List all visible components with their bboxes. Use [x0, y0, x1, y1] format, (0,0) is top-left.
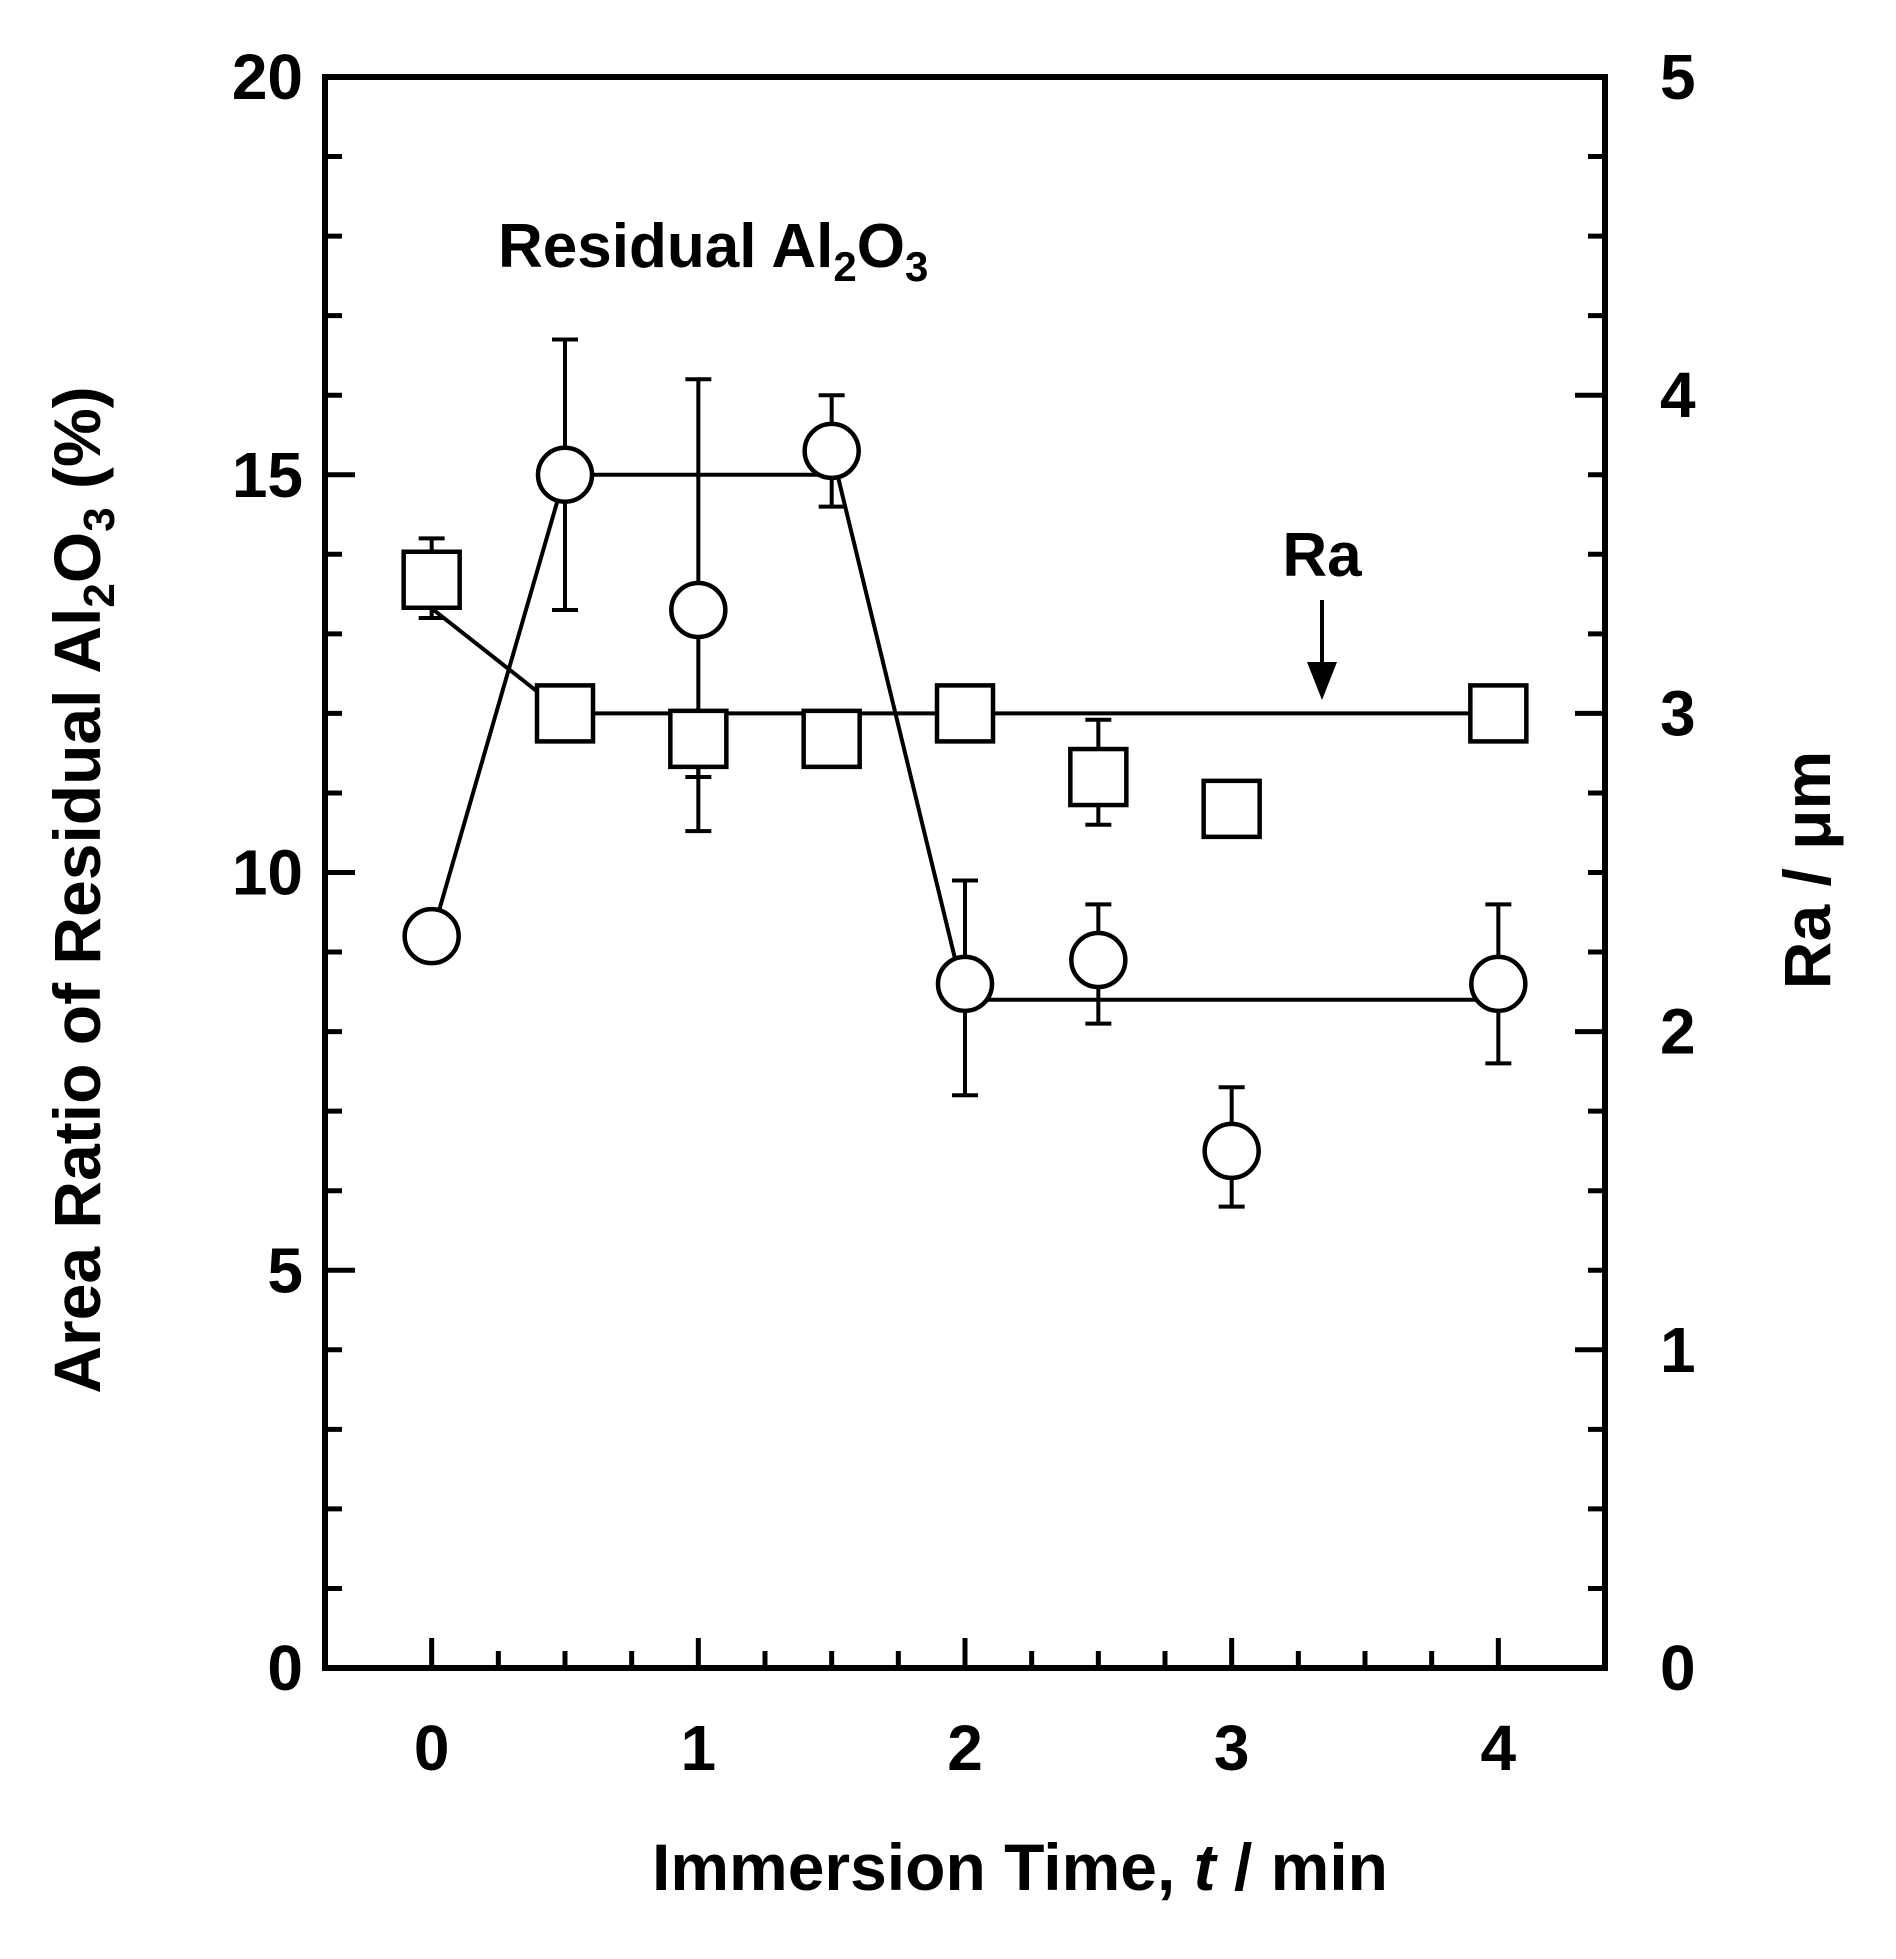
residual-al2o3-point	[1469, 954, 1528, 1014]
y-right-tick-label: 5	[1660, 41, 1696, 113]
residual-al2o3-point	[1202, 1121, 1261, 1181]
y-left-tick-label: 0	[267, 1632, 303, 1704]
ra-point	[1201, 778, 1262, 840]
residual-al2o3-point	[802, 421, 861, 481]
ra-point	[1068, 746, 1129, 808]
residual-al2o3-point	[935, 954, 995, 1014]
markers	[401, 421, 1529, 1181]
annotation-ra-arrow	[1307, 600, 1337, 700]
y-axis-left-title: Area Ratio of Residual Al2O3 (%)	[40, 386, 124, 1393]
y-axis-right-title: Ra / μm	[1770, 751, 1844, 989]
y-left-tick-label: 15	[232, 439, 303, 511]
annotation-ra: Ra	[1282, 521, 1362, 590]
residual-al2o3-point	[669, 580, 728, 640]
y-left-tick-label: 20	[232, 41, 303, 113]
y-right-tick-label: 1	[1660, 1314, 1696, 1386]
residual-al2o3-point	[535, 445, 595, 504]
x-tick-label: 0	[414, 1712, 450, 1784]
residual-al2o3-point	[402, 906, 461, 966]
x-tick-label: 3	[1214, 1712, 1250, 1784]
x-axis-title: Immersion Time, t / min	[652, 1830, 1388, 1904]
x-tick-label: 4	[1481, 1712, 1517, 1784]
y-right-tick-label: 3	[1660, 677, 1696, 749]
y-right-tick-label: 4	[1660, 359, 1696, 431]
axis-ticks	[325, 74, 1605, 1671]
ra-point	[934, 683, 996, 744]
y-left-tick-label: 10	[232, 837, 303, 909]
tick-labels: 0 1 2 3 4 0 5 10 15 20 0 1 2 3 4 5	[232, 41, 1696, 1784]
residual-al2o3-point	[1069, 930, 1128, 990]
ra-point	[668, 708, 729, 770]
ra-point	[801, 708, 862, 770]
ra-point	[534, 683, 596, 744]
plot-frame-rect	[322, 74, 1608, 1671]
y-right-tick-label: 2	[1660, 996, 1696, 1068]
x-tick-label: 2	[947, 1712, 983, 1784]
ra-point	[401, 549, 462, 611]
ra-point	[1468, 683, 1529, 744]
y-left-tick-label: 5	[267, 1234, 303, 1306]
annotation-residual-al2o3: Residual Al2O3	[498, 212, 928, 290]
plot-frame	[322, 74, 1608, 1671]
y-right-tick-label: 0	[1660, 1632, 1696, 1704]
x-tick-label: 1	[681, 1712, 717, 1784]
